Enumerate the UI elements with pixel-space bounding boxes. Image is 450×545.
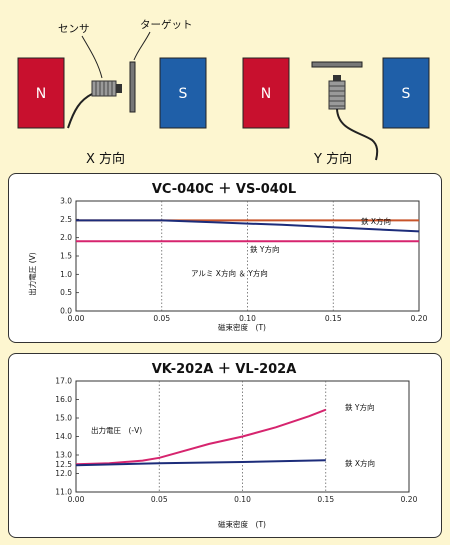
series-line-1 bbox=[75, 459, 326, 467]
x-tick-label: 0.20 bbox=[401, 495, 418, 504]
magnet-n-left-label: N bbox=[36, 86, 46, 102]
x-tick-label: 0.05 bbox=[151, 495, 168, 504]
y-tick-label: 0.0 bbox=[60, 307, 72, 316]
magnet-n-right-label: N bbox=[261, 86, 271, 102]
x-tick-label: 0.20 bbox=[411, 314, 428, 323]
y-tick-label: 0.5 bbox=[60, 288, 72, 297]
sensor-label: センサ bbox=[58, 23, 90, 35]
chart-1-legend-alu: アルミ X方向 ＆ Y方向 bbox=[191, 268, 268, 278]
magnet-n-left bbox=[17, 57, 65, 129]
target-label: ターゲット bbox=[140, 19, 193, 31]
y-tick-label: 12.0 bbox=[55, 469, 72, 478]
y-tick-label: 12.5 bbox=[55, 460, 72, 469]
chart-2-xlabel: 磁束密度 (T) bbox=[218, 519, 266, 529]
chart-2-title: VK-202A ＋ VL-202A bbox=[152, 362, 297, 377]
y-tick-label: 17.0 bbox=[55, 377, 72, 386]
y-tick-label: 13.0 bbox=[55, 451, 72, 460]
chart-2-legend-iron-x: 鉄 X方向 bbox=[345, 458, 375, 468]
y-tick-label: 11.0 bbox=[55, 488, 72, 497]
x-tick-label: 0.15 bbox=[325, 314, 342, 323]
y-tick-label: 2.0 bbox=[60, 233, 72, 242]
series-line-0 bbox=[75, 408, 327, 466]
y-tick-label: 3.0 bbox=[60, 197, 72, 206]
sensor-x bbox=[67, 80, 122, 129]
y-direction-label: Y 方向 bbox=[313, 151, 352, 167]
chart-2-legend-iron-y: 鉄 Y方向 bbox=[345, 402, 374, 412]
x-tick-label: 0.00 bbox=[68, 314, 85, 323]
chart-2: VK-202A ＋ VL-202A 0.00 0.05 0.10 0.15 0.20 11… bbox=[55, 362, 418, 529]
magnet-n-right bbox=[242, 57, 290, 129]
x-tick-label: 0.05 bbox=[153, 314, 170, 323]
x-tick-label: 0.15 bbox=[317, 495, 334, 504]
y-tick-label: 1.5 bbox=[60, 252, 72, 261]
sensor-y bbox=[328, 75, 379, 161]
target-y bbox=[311, 61, 363, 68]
y-tick-label: 16.0 bbox=[55, 395, 72, 404]
y-tick-label: 14.0 bbox=[55, 432, 72, 441]
target-x bbox=[129, 61, 136, 113]
chart-1: VC-040C ＋ VS-040L 0.00 0.05 0.10 0.15 0.20 0.… bbox=[27, 182, 428, 332]
chart-panel-1: VC-040C ＋ VS-040L 0.00 0.05 0.10 0.15 0.20 0.… bbox=[8, 173, 442, 343]
chart-1-legend-iron-x: 鉄 X方向 bbox=[361, 216, 391, 226]
magnet-s-left-label: S bbox=[179, 86, 188, 102]
magnet-s-right bbox=[382, 57, 430, 129]
sensor-setup-diagram: N S センサ ターゲット X 方向 N S Y 方向 bbox=[17, 19, 430, 167]
y-tick-label: 1.0 bbox=[60, 270, 72, 279]
chart-1-title: VC-040C ＋ VS-040L bbox=[152, 182, 296, 197]
series-line-1 bbox=[76, 219, 420, 233]
chart-1-legend-iron-y: 鉄 Y方向 bbox=[250, 244, 279, 254]
y-tick-label: 2.5 bbox=[60, 215, 72, 224]
chart-1-ylabel: 出力電圧 (V) bbox=[27, 252, 37, 295]
y-tick-label: 15.0 bbox=[55, 414, 72, 423]
chart-panel-2: VK-202A ＋ VL-202A 0.00 0.05 0.10 0.15 0.20 11… bbox=[8, 353, 442, 538]
chart-1-xlabel: 磁束密度 (T) bbox=[218, 322, 266, 332]
magnet-s-right-label: S bbox=[402, 86, 411, 102]
chart-2-ylabel: 出力電圧 (-V) bbox=[91, 425, 142, 435]
x-direction-label: X 方向 bbox=[86, 151, 125, 167]
x-tick-label: 0.10 bbox=[239, 314, 256, 323]
magnet-s-left bbox=[159, 57, 207, 129]
x-tick-label: 0.00 bbox=[68, 495, 85, 504]
x-tick-label: 0.10 bbox=[234, 495, 251, 504]
